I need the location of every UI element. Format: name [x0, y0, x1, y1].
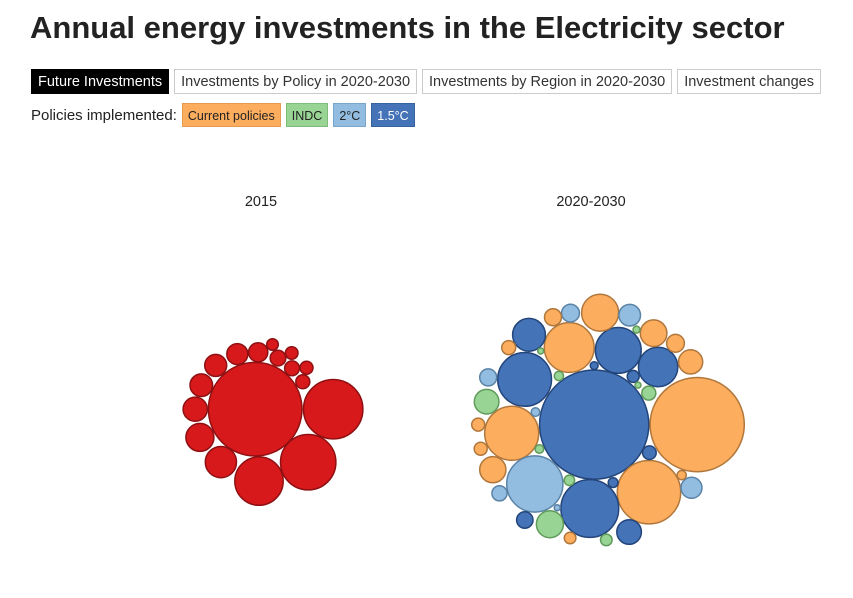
bubble-2020-2030-indc-35[interactable] [553, 370, 565, 382]
bubble-2020-2030-current-policies-13[interactable] [639, 319, 668, 348]
tab-investment-changes[interactable]: Investment changes [677, 69, 821, 94]
bubble-2015-2015-1[interactable] [302, 378, 364, 440]
bubble-2020-2030-indc-42[interactable] [634, 381, 642, 389]
bubble-2020-2030-current-policies-2[interactable] [616, 459, 682, 525]
bubble-2020-2030-current-policies-22[interactable] [543, 307, 563, 327]
bubble-2020-2030-indc-38[interactable] [534, 443, 545, 455]
bubble-2020-2030-2c-39[interactable] [530, 407, 541, 418]
bubble-2015-2015-12[interactable] [283, 360, 301, 377]
bubble-2020-2030-indc-31[interactable] [599, 533, 613, 547]
bubble-2020-2030-1-5c-0[interactable] [538, 369, 650, 480]
page-title: Annual energy investments in the Electri… [30, 10, 785, 45]
bubble-2020-2030-current-policies-21[interactable] [665, 333, 686, 353]
bubble-2020-2030-2c-43[interactable] [553, 503, 561, 512]
bubble-2015-2015-6[interactable] [182, 396, 209, 423]
bubble-2020-2030-indc-25[interactable] [641, 385, 657, 401]
bubble-2020-2030-2c-19[interactable] [680, 476, 703, 500]
bubble-2020-2030-1-5c-11[interactable] [511, 317, 547, 352]
bubble-2015-2015-16[interactable] [265, 337, 280, 352]
bubble-2015-2015-4[interactable] [204, 445, 238, 479]
bubble-2020-2030-1-5c-36[interactable] [607, 476, 619, 489]
policies-label: Policies implemented: [31, 106, 177, 124]
bubble-2020-2030-indc-34[interactable] [563, 474, 576, 487]
bubble-2020-2030-current-policies-7[interactable] [543, 321, 595, 374]
policy-indc-button[interactable]: INDC [285, 103, 329, 127]
bubble-2020-2030-current-policies-33[interactable] [563, 531, 577, 545]
bubble-2020-2030-1-5c-8[interactable] [594, 326, 642, 375]
bubble-2020-2030-1-5c-32[interactable] [626, 369, 640, 384]
bubble-2015-2015-8[interactable] [203, 353, 228, 378]
tab-future-investments[interactable]: Future Investments [31, 69, 170, 94]
bubble-2020-2030-current-policies-18[interactable] [677, 349, 704, 375]
bubble-2020-2030-2c-23[interactable] [478, 368, 498, 387]
bubble-2015-2015-10[interactable] [247, 341, 269, 363]
policy-current-policies-button[interactable]: Current policies [181, 103, 281, 127]
tab-bar: Future Investments Investments by Policy… [31, 69, 826, 94]
policy-2c-button[interactable]: 2°C [333, 103, 367, 127]
bubble-2015-2015-5[interactable] [185, 422, 215, 453]
bubble-2020-2030-1-5c-17[interactable] [616, 518, 643, 546]
bubble-2020-2030-1-5c-6[interactable] [560, 478, 620, 539]
bubble-2020-2030-indc-15[interactable] [473, 388, 500, 415]
bubble-2015-2015-9[interactable] [226, 342, 249, 366]
bubble-2020-2030-indc-41[interactable] [632, 325, 641, 334]
bubble-2015-2015-13[interactable] [295, 373, 311, 390]
bubble-2020-2030-1-5c-5[interactable] [496, 351, 553, 408]
tab-investments-by-region[interactable]: Investments by Region in 2020-2030 [422, 69, 673, 94]
panel-label-2015: 2015 [245, 194, 277, 210]
bubble-2020-2030-indc-44[interactable] [536, 347, 545, 355]
panel-2015-bubbles [182, 337, 364, 507]
panel-2020-2030-bubbles [470, 293, 746, 547]
bubble-2020-2030-2c-20[interactable] [560, 303, 581, 323]
bubble-2015-2015-0[interactable] [207, 361, 303, 457]
bubble-2015-2015-3[interactable] [234, 456, 284, 507]
tab-investments-by-policy[interactable]: Investments by Policy in 2020-2030 [174, 69, 418, 94]
bubble-2020-2030-current-policies-10[interactable] [580, 293, 620, 332]
bubble-2020-2030-current-policies-37[interactable] [676, 469, 688, 481]
bubble-2020-2030-1-5c-24[interactable] [515, 511, 534, 529]
bubble-2020-2030-current-policies-30[interactable] [470, 417, 486, 432]
bubble-2020-2030-1-5c-29[interactable] [641, 445, 657, 461]
bubble-2015-2015-11[interactable] [269, 349, 287, 367]
bubble-2020-2030-current-policies-3[interactable] [483, 405, 540, 462]
bubble-2015-2015-7[interactable] [189, 373, 214, 398]
bubble-2015-2015-15[interactable] [284, 345, 299, 361]
bubble-2020-2030-current-policies-1[interactable] [649, 376, 746, 473]
panel-label-2020-2030: 2020-2030 [556, 194, 625, 210]
bubble-2015-2015-2[interactable] [279, 433, 337, 491]
bubble-2020-2030-current-policies-26[interactable] [500, 339, 517, 356]
bubble-2020-2030-indc-14[interactable] [535, 509, 565, 539]
bubble-2020-2030-current-policies-28[interactable] [473, 441, 488, 456]
policy-filter: Policies implemented: Current policies I… [31, 103, 420, 127]
policy-1-5c-button[interactable]: 1.5°C [371, 103, 415, 127]
bubble-2020-2030-1-5c-40[interactable] [589, 360, 599, 371]
bubble-2020-2030-2c-4[interactable] [505, 455, 564, 513]
bubble-2020-2030-1-5c-9[interactable] [637, 346, 679, 388]
bubble-2020-2030-2c-16[interactable] [618, 303, 642, 327]
bubble-2020-2030-2c-27[interactable] [491, 484, 508, 502]
bubble-2020-2030-current-policies-12[interactable] [478, 455, 507, 484]
bubble-2015-2015-14[interactable] [299, 360, 314, 375]
